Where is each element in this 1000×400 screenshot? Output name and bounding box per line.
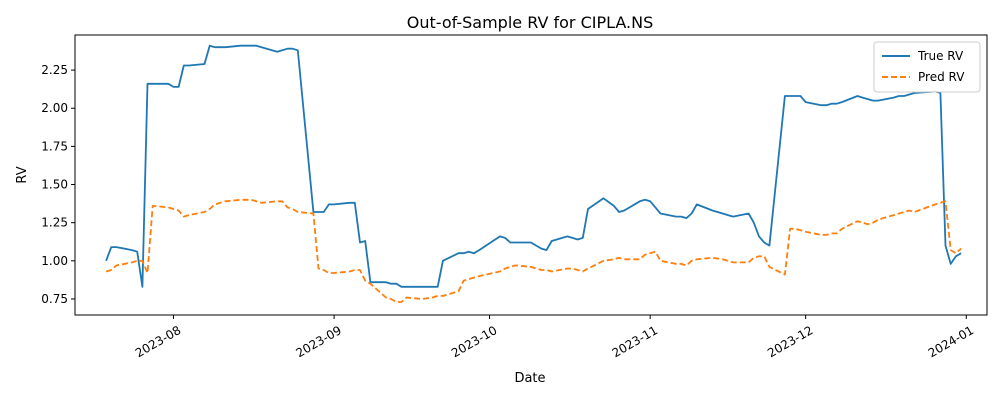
legend: True RV Pred RV bbox=[873, 41, 981, 93]
x-axis-label: Date bbox=[514, 371, 545, 386]
y-axis: 0.75 1.00 1.25 1.50 1.75 2.00 2.25 bbox=[41, 63, 75, 306]
series-line-pred-rv bbox=[105, 198, 962, 303]
y-tick-label: 1.25 bbox=[41, 216, 68, 230]
y-tick-label: 1.00 bbox=[41, 254, 68, 268]
legend-box bbox=[873, 41, 981, 93]
plot-area bbox=[74, 34, 988, 316]
y-tick-label: 1.50 bbox=[41, 178, 68, 192]
plot-frame bbox=[74, 34, 988, 316]
chart-title: Out-of-Sample RV for CIPLA.NS bbox=[407, 13, 654, 32]
series-line-true-rv bbox=[105, 44, 962, 288]
y-tick-label: 1.75 bbox=[41, 139, 68, 153]
legend-label-true-rv: True RV bbox=[917, 49, 964, 63]
y-tick-label: 0.75 bbox=[41, 292, 68, 306]
y-axis-label: RV bbox=[15, 166, 30, 183]
y-tick-label: 2.00 bbox=[41, 101, 68, 115]
y-tick-label: 2.25 bbox=[41, 63, 68, 77]
series-layer bbox=[105, 44, 962, 303]
legend-label-pred-rv: Pred RV bbox=[918, 70, 965, 84]
plot-background bbox=[75, 35, 987, 315]
